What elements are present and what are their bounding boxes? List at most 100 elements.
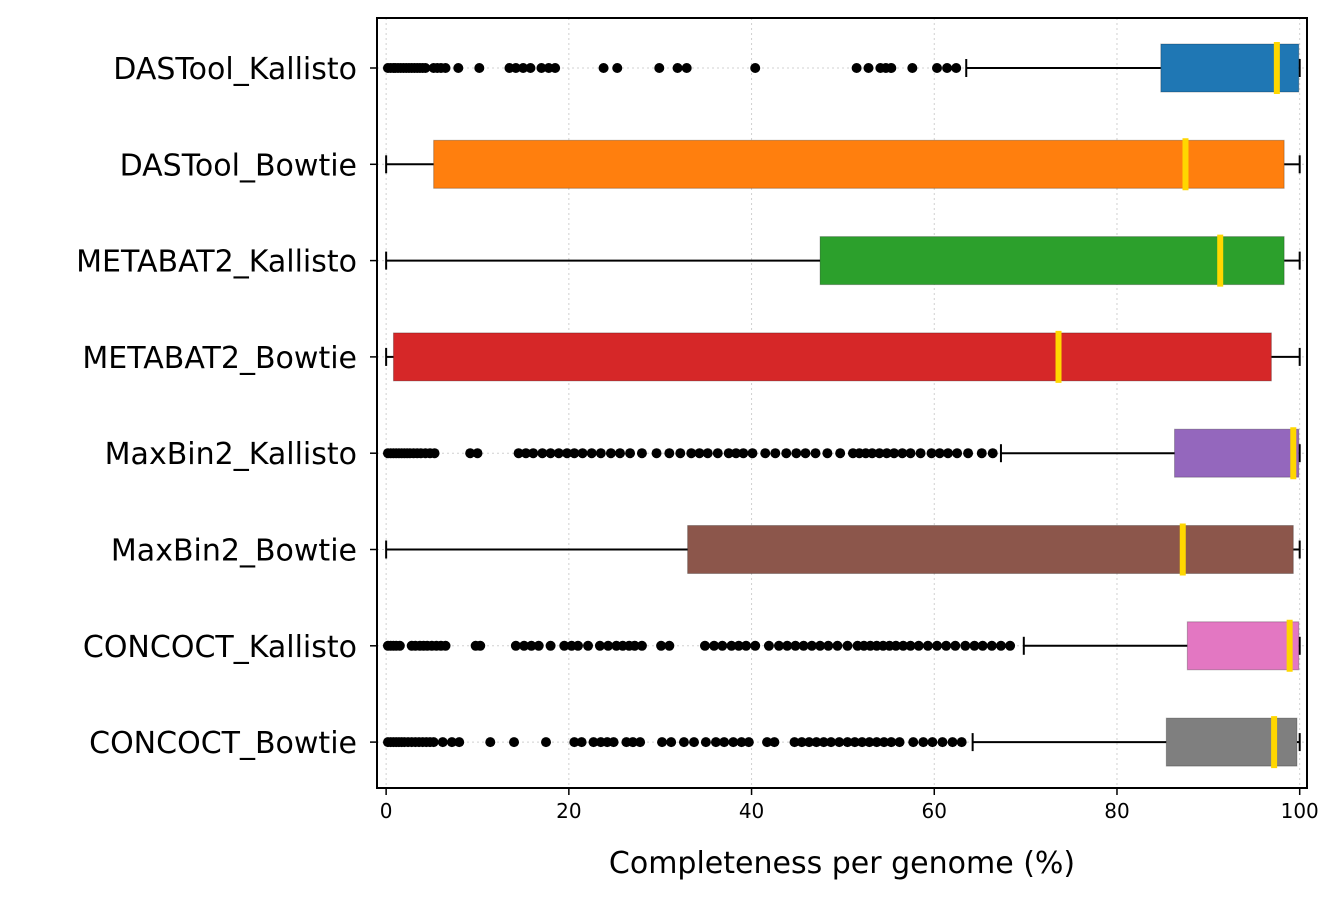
outlier-point [731, 448, 742, 459]
outlier-point [835, 448, 846, 459]
outlier-point [709, 640, 720, 651]
outlier-point [789, 737, 800, 748]
outlier-point [769, 737, 780, 748]
outlier-point [1005, 640, 1016, 651]
outlier-point [536, 63, 547, 73]
outlier-point [842, 737, 853, 748]
outlier-point [782, 640, 793, 651]
outlier-point [811, 737, 822, 748]
outlier-point [913, 640, 924, 651]
outlier-point [867, 448, 878, 459]
outlier-point [879, 737, 890, 748]
box-metabat2-kallisto [385, 234, 1301, 287]
outlier-point [951, 63, 962, 73]
outlier-point [513, 448, 524, 459]
box-metabat2-bowtie [385, 330, 1301, 383]
outlier-point [932, 63, 943, 73]
y-tick-label: DASTool_Bowtie [120, 148, 357, 183]
outlier-point [454, 737, 465, 748]
box-iqr [1174, 428, 1300, 478]
outlier-point [605, 448, 616, 459]
box-maxbin2-kallisto [382, 427, 1301, 480]
outlier-point [863, 63, 874, 73]
outlier-point [635, 737, 646, 748]
outlier-point [572, 640, 583, 651]
outlier-point [420, 63, 431, 73]
outlier-point [694, 448, 705, 459]
outlier-point [712, 448, 723, 459]
outlier-point [763, 640, 774, 651]
outlier-point [995, 640, 1006, 651]
outlier-point [881, 448, 892, 459]
outlier-point [791, 448, 802, 459]
x-tick-label: 20 [556, 799, 581, 823]
outlier-point [569, 448, 580, 459]
box-iqr [433, 139, 1285, 189]
outlier-point [741, 640, 752, 651]
outlier-point [559, 640, 570, 651]
outlier-point [781, 448, 792, 459]
outlier-point [428, 737, 439, 748]
outlier-point [528, 448, 539, 459]
outlier-point [485, 737, 496, 748]
outlier-point [871, 737, 882, 748]
outlier-point [664, 448, 675, 459]
outlier-point [942, 63, 953, 73]
outlier-point [969, 640, 980, 651]
x-tick-label: 40 [739, 799, 764, 823]
outlier-point [851, 63, 862, 73]
outlier-point [790, 640, 801, 651]
box-maxbin2-bowtie [385, 523, 1301, 576]
box-dastool-kallisto [382, 42, 1301, 94]
outlier-point [636, 640, 647, 651]
outlier-point [475, 640, 486, 651]
outlier-point [810, 448, 821, 459]
outlier-point [440, 640, 451, 651]
outlier-point [440, 63, 451, 73]
outlier-point [738, 448, 749, 459]
y-axis-ticks: DASTool_Kallisto DASTool_Bowtie METABAT2_K… [76, 52, 377, 761]
outlier-point [666, 737, 677, 748]
outlier-point [429, 448, 440, 459]
outlier-point [719, 737, 730, 748]
outlier-point [525, 63, 536, 73]
outlier-point [733, 640, 744, 651]
outlier-point [798, 640, 809, 651]
outlier-point [656, 640, 667, 651]
box-concoct-kallisto [382, 619, 1301, 672]
y-tick-label: METABAT2_Kallisto [76, 245, 357, 280]
outlier-point [773, 640, 784, 651]
outlier-point [598, 63, 609, 73]
outlier-point [822, 448, 833, 459]
outlier-point [577, 448, 588, 459]
outlier-point [509, 737, 520, 748]
outlier-point [894, 737, 905, 748]
outlier-point [977, 640, 988, 651]
outlier-point [952, 448, 963, 459]
outlier-point [806, 640, 817, 651]
outlier-point [927, 737, 938, 748]
outlier-point [932, 640, 943, 651]
outlier-point [569, 737, 580, 748]
outlier-point [657, 737, 668, 748]
x-tick-label: 80 [1104, 799, 1129, 823]
box-concoct-bowtie [382, 716, 1301, 769]
outlier-point [672, 63, 683, 73]
outlier-point [818, 737, 829, 748]
plot-frame [376, 17, 1308, 789]
outlier-point [654, 63, 665, 73]
outlier-point [545, 640, 556, 651]
outlier-point [453, 63, 464, 73]
outlier-point [874, 448, 885, 459]
outlier-point [726, 640, 737, 651]
box-iqr [819, 236, 1285, 286]
outlier-point [897, 448, 908, 459]
outlier-point [976, 448, 987, 459]
outlier-point [533, 640, 544, 651]
box-iqr [687, 525, 1294, 574]
outlier-point [595, 448, 606, 459]
outlier-point [615, 448, 626, 459]
outlier-point [864, 737, 875, 748]
outlier-point [612, 63, 623, 73]
